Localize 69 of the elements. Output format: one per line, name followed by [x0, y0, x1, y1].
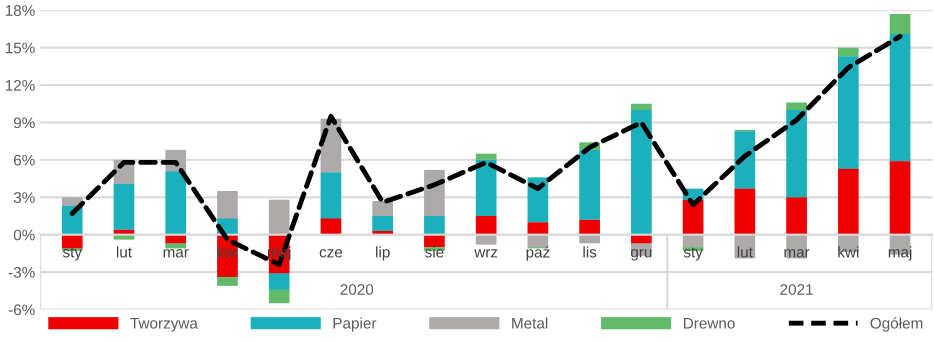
bar	[424, 216, 445, 235]
x-tick-label: kwi	[217, 246, 238, 258]
bar	[838, 48, 859, 56]
legend-label: Papier	[334, 317, 376, 332]
bar	[217, 277, 238, 286]
x-tick-label: paź	[526, 246, 550, 261]
bar	[786, 197, 807, 235]
bar	[268, 290, 290, 304]
bar	[734, 188, 756, 235]
legend-label: Tworzywa	[130, 318, 198, 332]
bar	[786, 110, 807, 198]
y-tick-label: 6%	[14, 154, 35, 166]
x-tick-label: lis	[583, 246, 596, 258]
bar	[268, 200, 290, 235]
x-tick-label: mar	[164, 249, 189, 258]
annotation: 2020	[340, 284, 374, 295]
bar	[528, 222, 548, 235]
bar	[165, 171, 186, 235]
bar	[372, 201, 394, 216]
legend-label: Metal	[512, 317, 548, 329]
bar	[165, 234, 186, 244]
x-tick-label: lip	[376, 246, 390, 261]
bar	[631, 110, 652, 235]
bar	[786, 102, 807, 110]
y-tick-label: 9%	[14, 117, 35, 128]
bar	[890, 34, 910, 162]
bar	[838, 56, 859, 169]
bar	[114, 184, 134, 230]
y-tick-label: 12%	[6, 80, 35, 91]
bar	[165, 243, 186, 248]
bar	[579, 220, 600, 235]
x-tick-label: sty	[684, 247, 703, 261]
bar	[631, 104, 652, 110]
annotation: 2021	[780, 284, 813, 295]
x-tick-label: wrz	[474, 249, 498, 258]
x-tick-label: kwi	[838, 246, 858, 258]
bar	[476, 160, 496, 216]
y-tick-label: 18%	[6, 5, 35, 16]
y-tick-label: -3%	[8, 266, 35, 278]
bar	[372, 216, 394, 231]
legend-label: Drewno	[684, 318, 735, 329]
y-tick-label: 15%	[6, 42, 35, 54]
bar	[424, 170, 445, 216]
bar	[682, 234, 704, 248]
bar	[268, 273, 290, 290]
x-tick-label: lut	[738, 246, 753, 258]
bar	[579, 234, 600, 244]
bar	[838, 168, 859, 235]
bar	[476, 216, 496, 235]
y-tick-label: -6%	[8, 304, 35, 316]
bar	[62, 234, 83, 248]
bar	[424, 234, 445, 248]
x-tick-label: sty	[62, 247, 82, 261]
bar	[217, 191, 238, 218]
bar	[320, 172, 342, 218]
bar	[320, 218, 342, 235]
y-tick-label: 3%	[14, 192, 35, 203]
x-tick-label: cze	[320, 249, 342, 258]
bar	[890, 161, 910, 235]
bar	[528, 234, 548, 248]
x-tick-label: maj	[888, 246, 912, 261]
bar	[631, 234, 652, 244]
legend-label: Ogółem	[870, 317, 922, 332]
y-tick-label: 0%	[14, 230, 35, 240]
bar	[734, 131, 756, 189]
x-tick-label: lut	[116, 246, 132, 258]
bar	[890, 14, 910, 34]
bar	[476, 154, 496, 160]
bar	[579, 150, 600, 220]
